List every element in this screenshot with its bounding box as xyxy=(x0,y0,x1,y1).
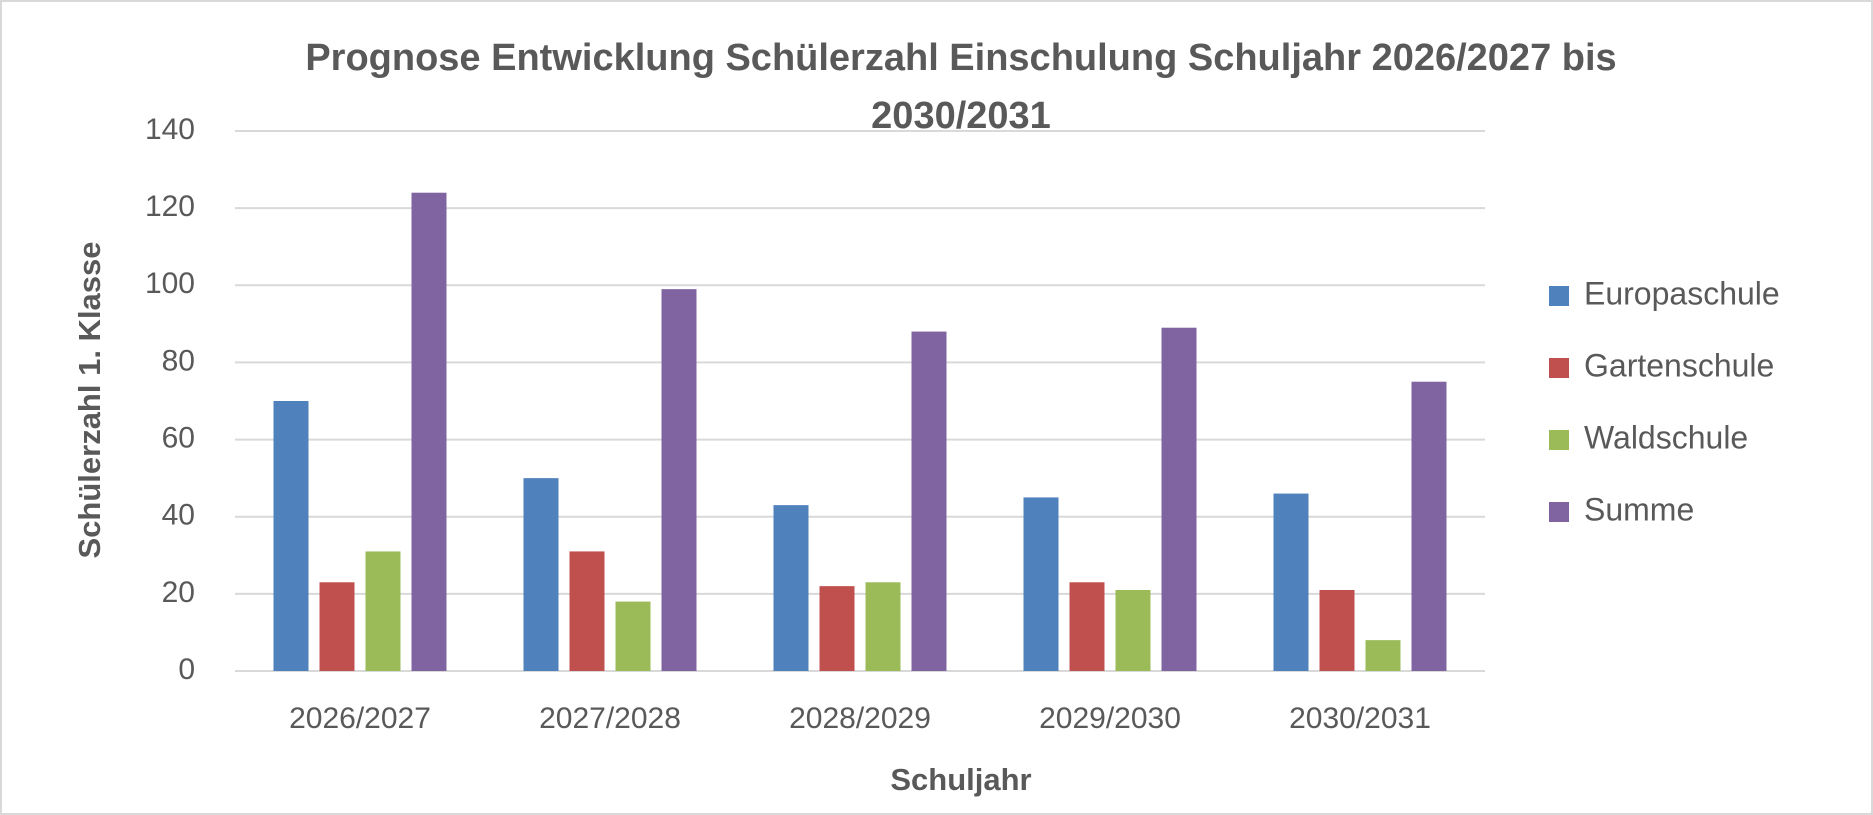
y-tick-label: 60 xyxy=(162,421,195,454)
x-tick-label: 2028/2029 xyxy=(789,702,931,735)
y-tick-label: 140 xyxy=(145,113,195,146)
bar xyxy=(1115,590,1151,671)
x-tick-label: 2029/2030 xyxy=(1039,702,1181,735)
bar xyxy=(273,401,309,671)
bar xyxy=(1161,327,1197,671)
bar xyxy=(411,192,447,671)
bar xyxy=(523,478,559,671)
bar xyxy=(1365,640,1401,671)
y-tick-label: 80 xyxy=(162,344,195,377)
x-tick-label: 2026/2027 xyxy=(289,702,431,735)
bar xyxy=(365,551,401,671)
y-axis-title: Schülerzahl 1. Klasse xyxy=(72,241,107,558)
bar xyxy=(1273,493,1309,671)
legend-label: Waldschule xyxy=(1584,419,1748,455)
legend-swatch xyxy=(1549,502,1569,522)
bar xyxy=(819,586,855,671)
y-tick-label: 0 xyxy=(178,653,195,686)
y-tick-label: 120 xyxy=(145,190,195,223)
bar xyxy=(615,601,651,671)
x-tick-label: 2030/2031 xyxy=(1289,702,1431,735)
y-tick-label: 100 xyxy=(145,267,195,300)
legend-label: Europaschule xyxy=(1584,275,1780,311)
bar xyxy=(911,331,947,671)
bar xyxy=(1319,590,1355,671)
bar xyxy=(1023,497,1059,671)
x-axis-title: Schuljahr xyxy=(890,762,1031,797)
legend-swatch xyxy=(1549,358,1569,378)
bar xyxy=(319,582,355,671)
legend-label: Summe xyxy=(1584,491,1694,527)
bar xyxy=(1411,381,1447,671)
legend-swatch xyxy=(1549,286,1569,306)
x-tick-label: 2027/2028 xyxy=(539,702,681,735)
y-tick-label: 20 xyxy=(162,576,195,609)
bar xyxy=(1069,582,1105,671)
legend-swatch xyxy=(1549,430,1569,450)
bar xyxy=(865,582,901,671)
bar xyxy=(661,289,697,671)
bar xyxy=(569,551,605,671)
y-tick-label: 40 xyxy=(162,499,195,532)
legend-label: Gartenschule xyxy=(1584,347,1774,383)
bar xyxy=(773,505,809,671)
